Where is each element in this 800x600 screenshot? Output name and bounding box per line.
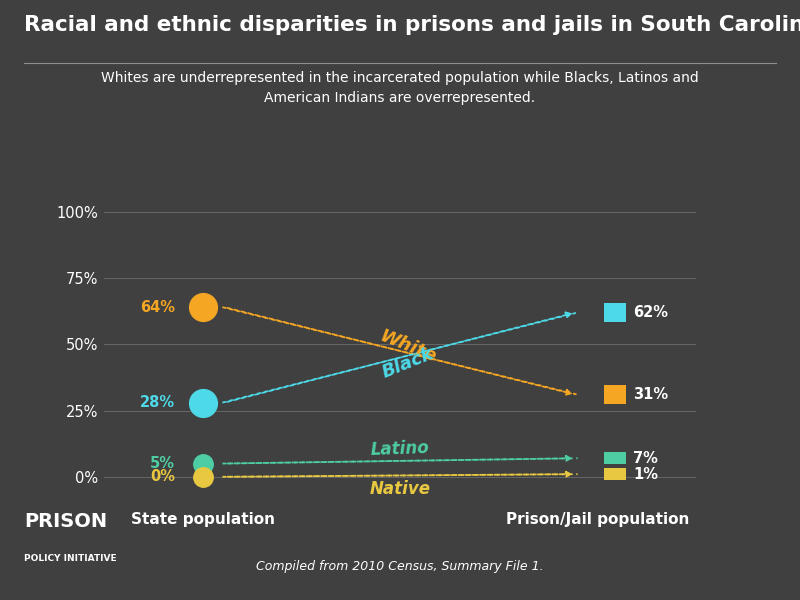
Text: Latino: Latino: [370, 439, 430, 459]
Text: Black: Black: [379, 344, 437, 382]
Text: 5%: 5%: [150, 456, 175, 471]
Bar: [605, 452, 626, 464]
Text: PRISON: PRISON: [24, 512, 107, 531]
Bar: [605, 468, 626, 480]
Text: 0%: 0%: [150, 469, 175, 484]
Text: White: White: [377, 328, 439, 367]
Text: Whites are underrepresented in the incarcerated population while Blacks, Latinos: Whites are underrepresented in the incar…: [101, 71, 699, 106]
Text: 1%: 1%: [633, 467, 658, 482]
Text: Compiled from 2010 Census, Summary File 1.: Compiled from 2010 Census, Summary File …: [256, 560, 544, 573]
Text: 64%: 64%: [140, 299, 175, 314]
Bar: [605, 385, 626, 404]
Text: 7%: 7%: [633, 451, 658, 466]
Text: Racial and ethnic disparities in prisons and jails in South Carolina: Racial and ethnic disparities in prisons…: [24, 15, 800, 35]
Text: 31%: 31%: [633, 387, 668, 402]
Bar: [605, 303, 626, 322]
Text: Native: Native: [370, 480, 430, 498]
Text: 28%: 28%: [140, 395, 175, 410]
Text: POLICY INITIATIVE: POLICY INITIATIVE: [24, 554, 117, 563]
Text: 62%: 62%: [633, 305, 668, 320]
